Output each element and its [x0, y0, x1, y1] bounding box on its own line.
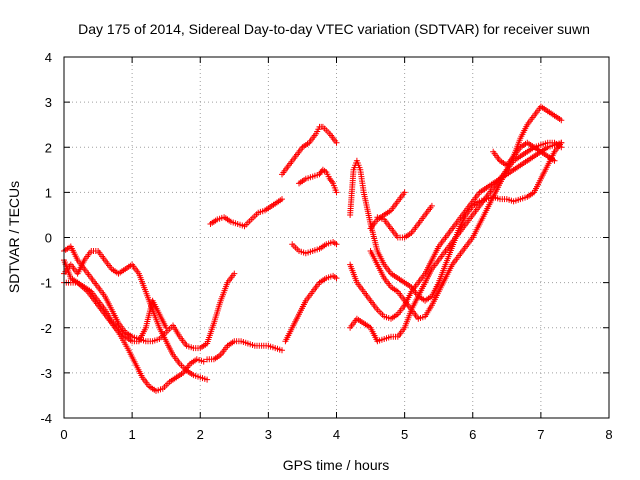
data-series	[204, 338, 285, 363]
x-tick-label: 3	[265, 427, 272, 442]
x-tick-label: 1	[129, 427, 136, 442]
y-tick-label: 1	[45, 185, 52, 200]
data-point-markers	[296, 166, 340, 196]
data-point-markers	[490, 139, 558, 169]
data-point-markers	[204, 338, 285, 363]
data-point-markers	[279, 123, 340, 178]
x-tick-label: 2	[197, 427, 204, 442]
data-point-markers	[374, 202, 435, 241]
data-series	[279, 123, 340, 178]
chart-title: Day 175 of 2014, Sidereal Day-to-day VTE…	[78, 21, 590, 37]
x-tick-label: 5	[401, 427, 408, 442]
y-tick-label: 4	[45, 50, 52, 65]
data-series	[490, 139, 558, 169]
data-series	[207, 196, 285, 230]
data-series	[282, 272, 340, 345]
y-axis-label: SDTVAR / TECUs	[6, 181, 22, 293]
y-tick-label: 3	[45, 95, 52, 110]
y-tick-label: 2	[45, 140, 52, 155]
data-series	[374, 202, 435, 241]
data-series	[296, 166, 340, 196]
y-tick-label: 0	[45, 231, 52, 246]
grid	[64, 57, 609, 418]
x-axis-label: GPS time / hours	[283, 457, 390, 473]
data-point-markers	[61, 257, 207, 394]
x-tick-label: 7	[537, 427, 544, 442]
x-tick-label: 4	[333, 427, 340, 442]
x-tick-label: 6	[469, 427, 476, 442]
y-tick-label: -2	[40, 321, 52, 336]
y-tick-label: -4	[40, 411, 52, 426]
data-series	[289, 239, 340, 257]
x-tick-label: 8	[605, 427, 612, 442]
y-tick-label: -3	[40, 366, 52, 381]
x-tick-label: 0	[60, 427, 67, 442]
data-point-markers	[207, 196, 285, 230]
data-point-markers	[282, 272, 340, 345]
data-series	[61, 257, 207, 394]
axis-ticks: 0 1 2 3 4 5 6 7 8 -4 -3 -2 -1 0 1 2 3 4	[40, 50, 612, 442]
data-point-markers	[289, 239, 340, 257]
y-tick-label: -1	[40, 276, 52, 291]
